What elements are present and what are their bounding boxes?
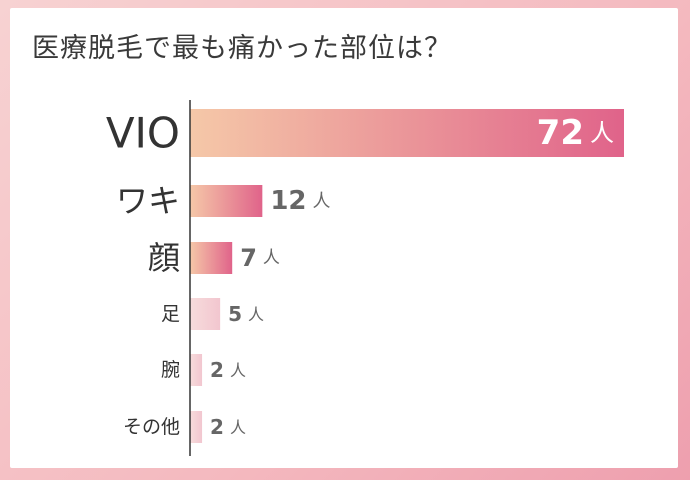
category-label: 顔 xyxy=(148,239,180,277)
chart-title: 医療脱毛で最も痛かった部位は？ xyxy=(32,33,452,64)
category-label: 足 xyxy=(161,303,180,325)
value-label: 72 人 xyxy=(537,113,614,153)
category-label: 腕 xyxy=(161,359,180,381)
chart-card xyxy=(10,8,678,468)
bar xyxy=(190,411,203,443)
bar xyxy=(190,109,624,157)
bar xyxy=(190,242,233,274)
bar xyxy=(190,354,203,386)
value-label: 12 人 xyxy=(270,186,330,216)
category-label: ワキ xyxy=(116,182,180,220)
category-label: その他 xyxy=(123,416,180,438)
bar xyxy=(190,185,263,217)
category-label: VIO xyxy=(106,109,180,158)
bar xyxy=(190,298,221,330)
